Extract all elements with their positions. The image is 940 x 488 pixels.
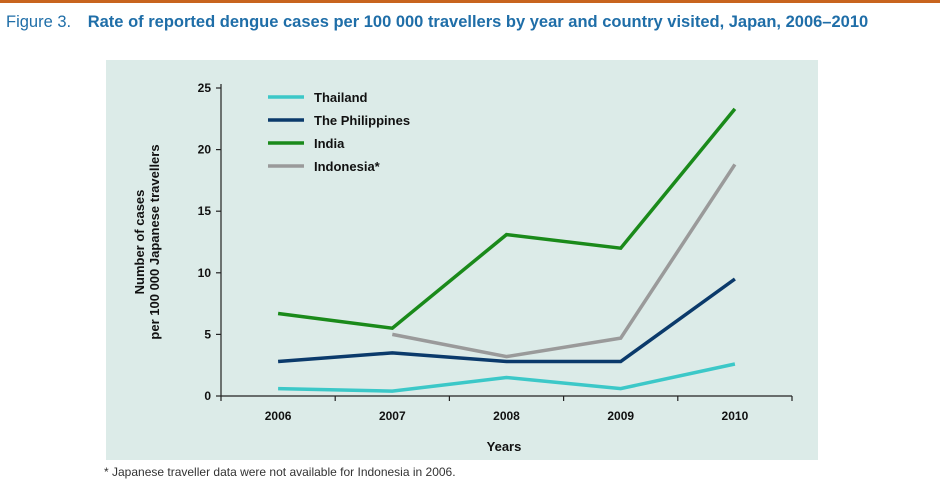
x-axis-title: Years	[487, 439, 522, 454]
figure-label: Figure 3.	[6, 13, 72, 31]
legend-label: Thailand	[314, 90, 368, 105]
y-tick-label: 20	[198, 143, 212, 157]
y-tick-label: 15	[198, 204, 212, 218]
y-tick-label: 25	[198, 81, 212, 95]
x-tick-label: 2007	[379, 409, 406, 423]
x-tick-label: 2009	[607, 409, 634, 423]
line-chart: 0 5 10 15 20 25 2006 2007 2008 2009 2010 Thailand…	[106, 60, 818, 460]
top-rule	[0, 0, 940, 3]
series-line-indonesia	[391, 163, 737, 359]
y-ticks: 0 5 10 15 20 25	[198, 81, 221, 403]
series-line-the-philippines	[277, 277, 736, 364]
x-tick-label: 2006	[265, 409, 292, 423]
y-tick-label: 0	[204, 389, 211, 403]
x-ticks: 2006 2007 2008 2009 2010	[220, 396, 793, 423]
axes	[220, 84, 792, 397]
plot-background	[106, 60, 818, 460]
legend-label: Indonesia*	[314, 159, 381, 174]
legend-label: India	[314, 136, 345, 151]
legend: Thailand The Philippines India Indonesia*	[268, 90, 410, 174]
footnote: * Japanese traveller data were not avail…	[104, 465, 456, 479]
x-tick-label: 2010	[722, 409, 749, 423]
figure-title: Figure 3. Rate of reported dengue cases …	[6, 13, 936, 32]
y-axis-title-line: Number of cases	[132, 190, 147, 295]
series-line-india	[277, 107, 737, 331]
y-axis-title-line: per 100 000 Japanese travellers	[147, 144, 162, 339]
series-line-thailand	[278, 362, 736, 393]
y-tick-label: 5	[204, 327, 211, 341]
y-axis-title: Number of cases per 100 000 Japanese trav…	[132, 144, 162, 339]
series-lines	[277, 107, 737, 393]
legend-label: The Philippines	[314, 113, 410, 128]
x-tick-label: 2008	[493, 409, 520, 423]
y-tick-label: 10	[198, 266, 212, 280]
figure-heading: Rate of reported dengue cases per 100 00…	[87, 13, 869, 31]
